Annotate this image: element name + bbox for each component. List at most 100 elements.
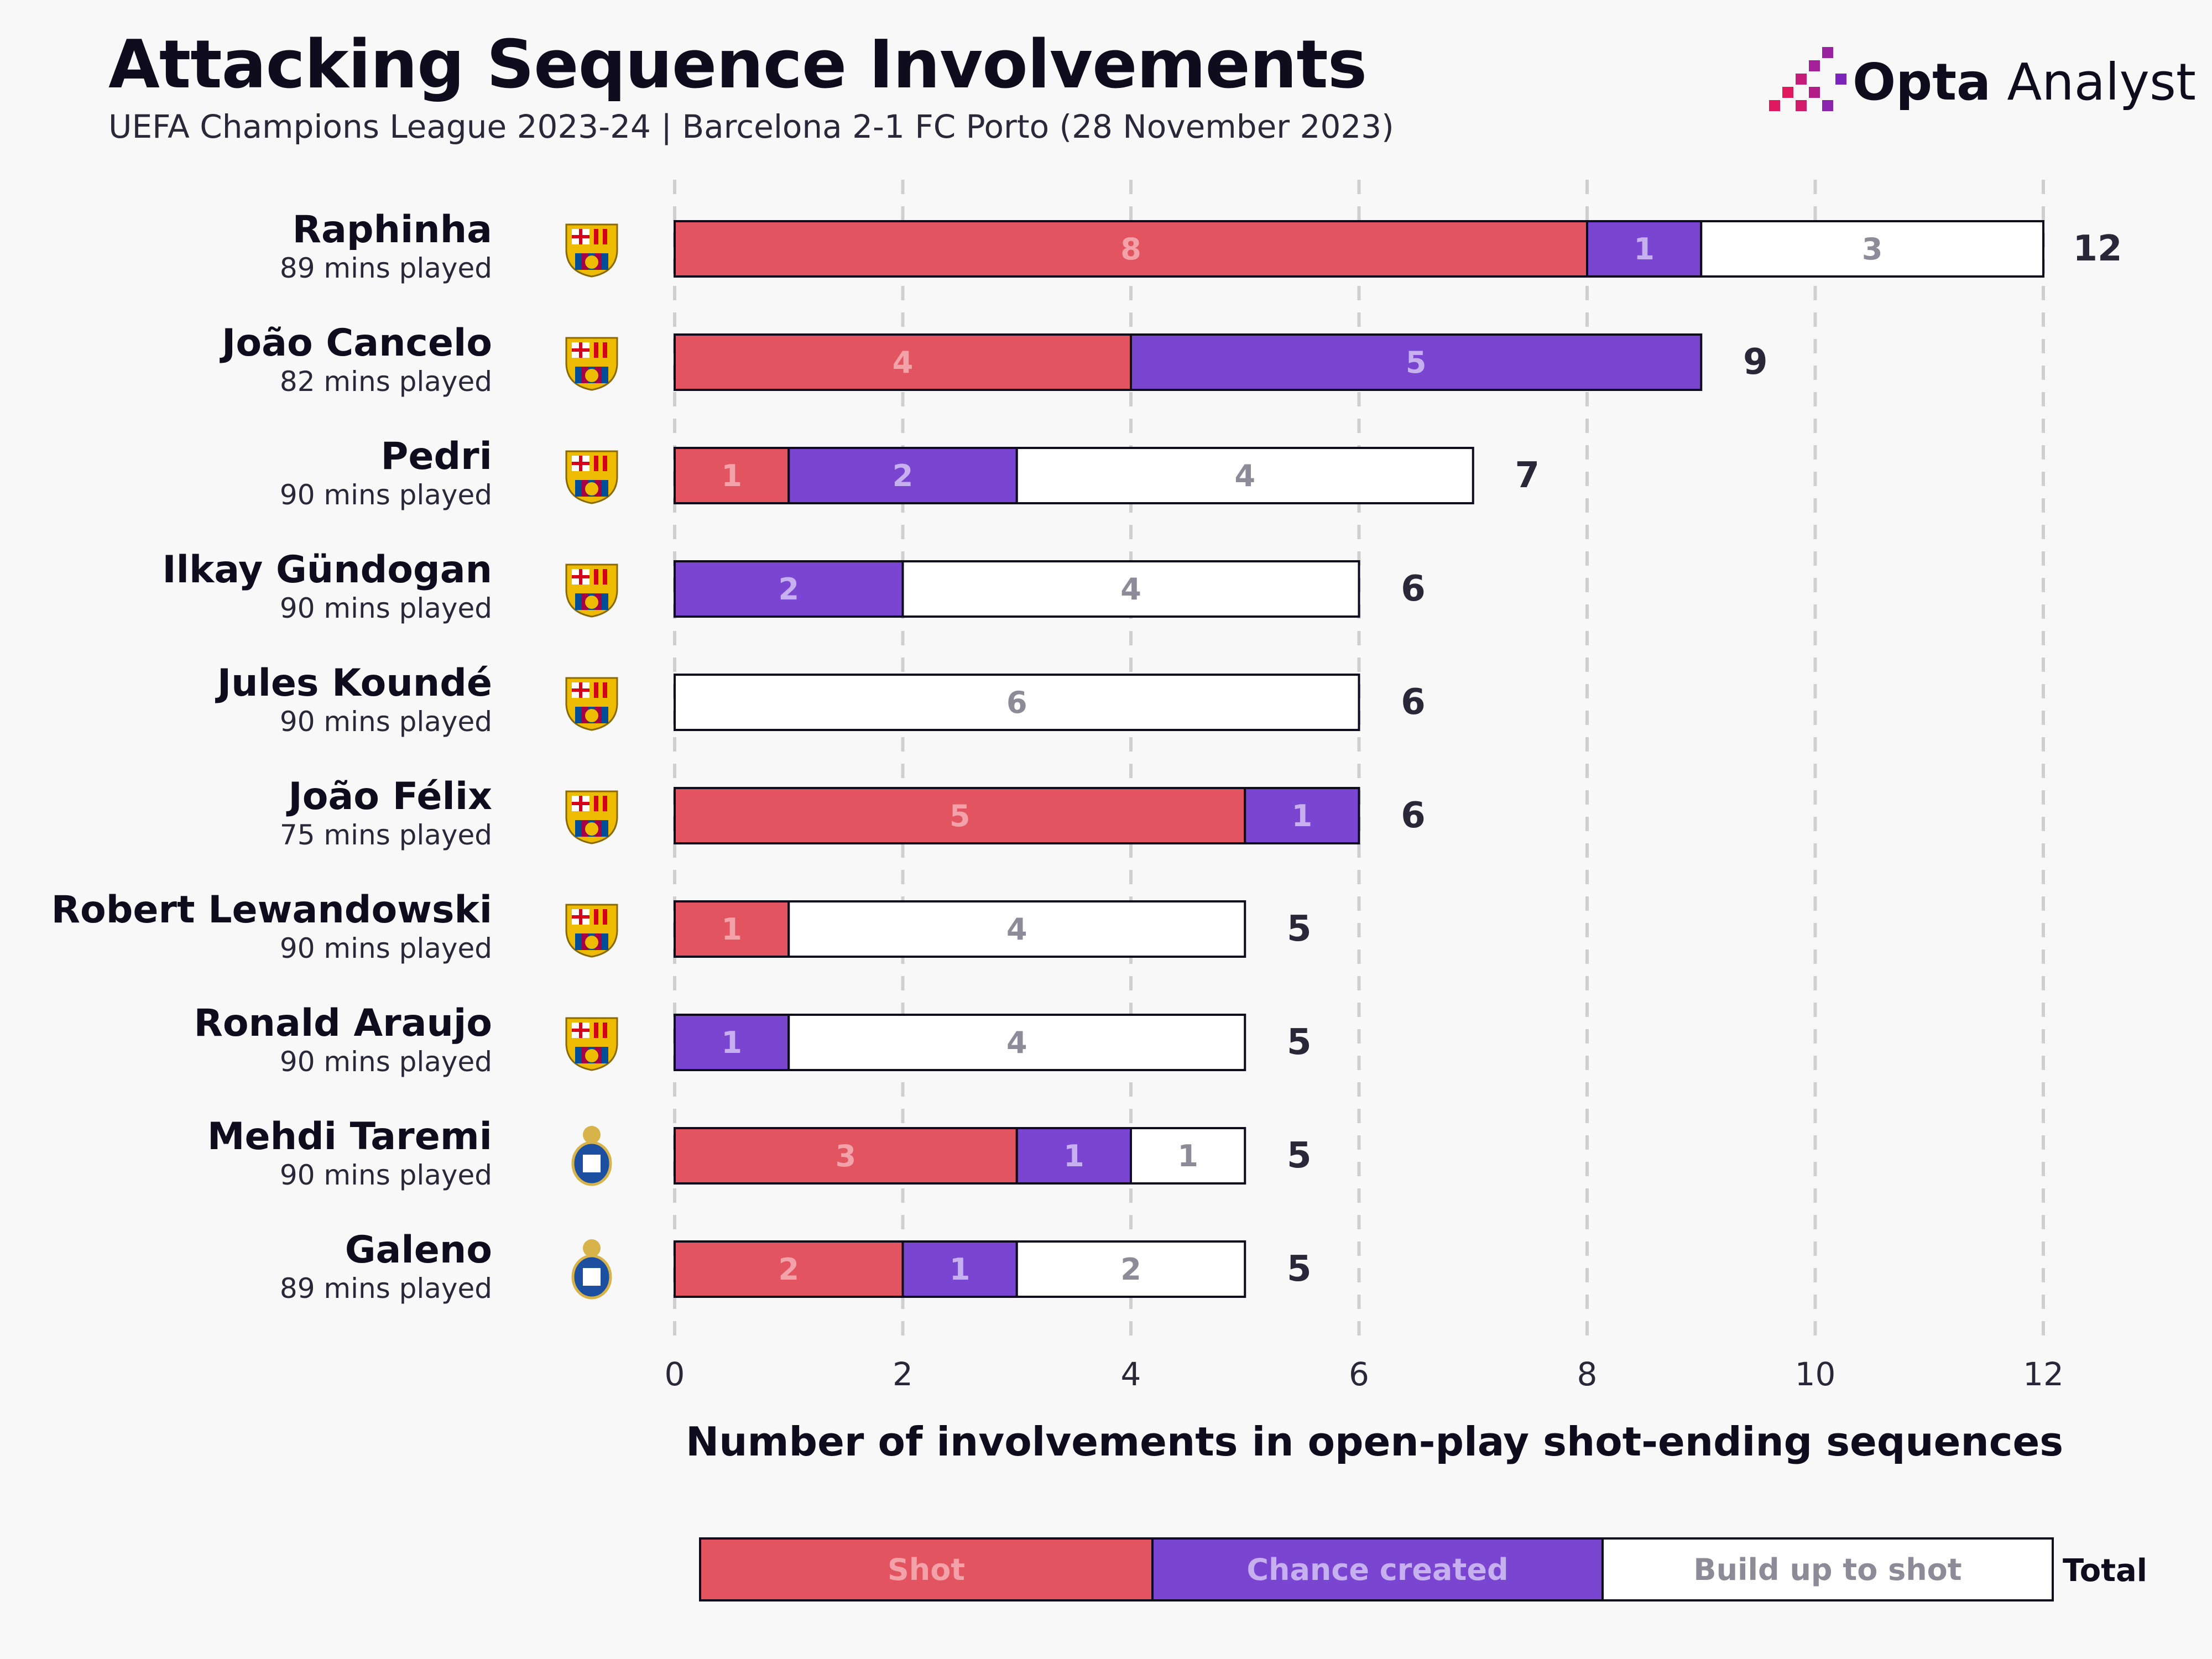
bar-segment-shot (674, 1240, 904, 1298)
badge-shape (583, 1126, 601, 1144)
x-tick-label: 10 (1795, 1355, 1836, 1393)
total-value-label: 5 (1287, 909, 1312, 950)
x-tick-label: 2 (893, 1355, 913, 1393)
badge-shape (575, 593, 582, 610)
segment-value-label: 4 (1120, 572, 1141, 607)
badge-shape (598, 682, 603, 698)
total-value-label: 5 (1287, 1249, 1312, 1290)
barcelona-badge-icon (565, 450, 618, 504)
badge-shape (602, 933, 608, 950)
legend-chance-created: Chance created (1151, 1540, 1601, 1599)
player-name: Pedri (381, 435, 492, 478)
bar-segment-build-up (1015, 447, 1474, 504)
bar-segment-shot (674, 787, 1246, 844)
badge-shape (603, 456, 607, 471)
legend-build-up: Build up to shot (1601, 1540, 2052, 1599)
legend-shot: Shot (701, 1540, 1151, 1599)
badge-shape (572, 1040, 612, 1046)
minutes-played: 90 mins played (280, 479, 492, 511)
badge-shape (607, 569, 612, 585)
minutes-played: 90 mins played (280, 932, 492, 964)
segment-value-label: 4 (1234, 458, 1255, 493)
badge-shape (572, 473, 612, 479)
total-value-label: 6 (1401, 682, 1426, 723)
badge-shape (602, 707, 608, 723)
barcelona-badge-icon (565, 677, 618, 731)
x-axis-title: Number of involvements in open-play shot… (686, 1418, 2064, 1465)
segment-value-label: 1 (1634, 232, 1655, 267)
badge-shape (575, 253, 582, 270)
bar-segment-chance-created (1244, 787, 1360, 844)
x-tick-label: 6 (1349, 1355, 1369, 1393)
minutes-played: 89 mins played (280, 252, 492, 284)
badge-shape (572, 575, 589, 578)
segment-value-label: 4 (1006, 912, 1027, 947)
total-value-label: 5 (1287, 1022, 1312, 1063)
barcelona-badge-icon (565, 904, 618, 958)
segment-value-label: 3 (1862, 232, 1883, 267)
segment-value-label: 1 (1177, 1139, 1198, 1173)
badge-shape (594, 229, 598, 244)
badge-shape (598, 229, 603, 244)
badge-shape (572, 1029, 589, 1032)
badge-shape (572, 587, 612, 592)
player-name: João Félix (286, 775, 492, 818)
barcelona-badge-icon (565, 223, 618, 278)
badge-shape (594, 682, 598, 698)
barcelona-badge-icon (565, 1017, 618, 1071)
segment-value-label: 6 (1006, 685, 1027, 720)
badge-shape (583, 1268, 601, 1286)
bar-segment-build-up (1130, 1127, 1246, 1185)
badge-shape (598, 342, 603, 358)
bar-segment-chance-created (901, 1240, 1018, 1298)
badge-shape (572, 247, 612, 252)
badge-shape (572, 688, 589, 692)
x-tick-label: 0 (665, 1355, 685, 1393)
brand-logo: Opta Analyst (1767, 47, 2196, 119)
badge-shape (583, 1155, 601, 1172)
badge-shape (572, 348, 589, 352)
minutes-played: 90 mins played (280, 706, 492, 738)
segment-value-label: 5 (950, 799, 971, 833)
badge-shape (575, 820, 582, 837)
badge-shape (575, 933, 582, 950)
bar-segment-chance-created (1130, 333, 1703, 391)
badge-shape (603, 569, 607, 585)
badge-shape (607, 909, 612, 925)
badge-shape (585, 709, 598, 722)
badge-shape (602, 820, 608, 837)
badge-shape (607, 229, 612, 244)
segment-value-label: 2 (778, 572, 799, 607)
badge-shape (598, 569, 603, 585)
badge-shape (572, 927, 612, 932)
player-name: João Cancelo (220, 321, 492, 365)
bar-segment-chance-created (674, 1014, 790, 1071)
x-tick-label: 12 (2023, 1355, 2064, 1393)
player-name: Raphinha (293, 208, 492, 252)
total-value-label: 5 (1287, 1135, 1312, 1176)
page-title: Attacking Sequence Involvements (108, 27, 1367, 103)
badge-shape (575, 480, 582, 497)
badge-shape (585, 1049, 598, 1062)
badge-shape (572, 813, 612, 819)
minutes-played: 90 mins played (280, 1046, 492, 1078)
minutes-played: 75 mins played (280, 819, 492, 851)
bar-segment-build-up (674, 674, 1360, 731)
bar-segment-chance-created (1015, 1127, 1132, 1185)
bar-segment-build-up (901, 560, 1360, 618)
badge-shape (603, 342, 607, 358)
player-name: Ronald Araujo (194, 1001, 492, 1045)
barcelona-badge-icon (565, 790, 618, 844)
badge-shape (594, 569, 598, 585)
segment-value-label: 4 (893, 345, 914, 380)
barcelona-badge-icon (565, 564, 618, 618)
x-tick-label: 8 (1577, 1355, 1598, 1393)
badge-shape (572, 462, 589, 465)
